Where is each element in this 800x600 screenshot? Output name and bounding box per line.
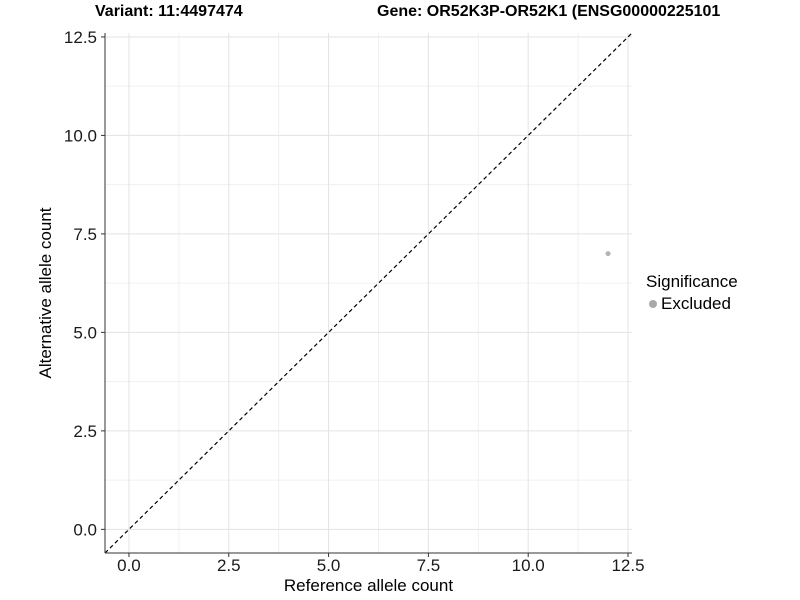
x-tick-label: 2.5 xyxy=(217,556,241,575)
x-tick-label: 0.0 xyxy=(117,556,141,575)
y-tick-label: 0.0 xyxy=(73,520,97,539)
x-tick-label: 5.0 xyxy=(317,556,341,575)
legend-title: Significance xyxy=(646,272,738,291)
y-axis-title: Alternative allele count xyxy=(36,207,55,379)
legend: Significance Excluded xyxy=(646,272,738,314)
x-tick-label: 7.5 xyxy=(417,556,441,575)
identity-dashed-line xyxy=(104,32,633,554)
y-tick-label: 5.0 xyxy=(73,323,97,342)
data-point xyxy=(605,251,611,257)
x-tick-label: 12.5 xyxy=(611,556,644,575)
x-tick-label: 10.0 xyxy=(512,556,545,575)
plot-title-gene: Gene: OR52K3P-OR52K1 (ENSG00000225101 xyxy=(377,3,721,20)
y-tick-label: 2.5 xyxy=(73,422,97,441)
y-tick-label: 7.5 xyxy=(73,225,97,244)
x-axis-title: Reference allele count xyxy=(283,576,454,595)
legend-point-icon xyxy=(649,300,657,308)
plot-title-variant: Variant: 11:4497474 xyxy=(95,3,243,20)
legend-item-label: Excluded xyxy=(661,294,731,313)
y-tick-label: 10.0 xyxy=(64,126,97,145)
y-tick-label: 12.5 xyxy=(64,28,97,47)
legend-item-excluded: Excluded xyxy=(649,294,738,314)
